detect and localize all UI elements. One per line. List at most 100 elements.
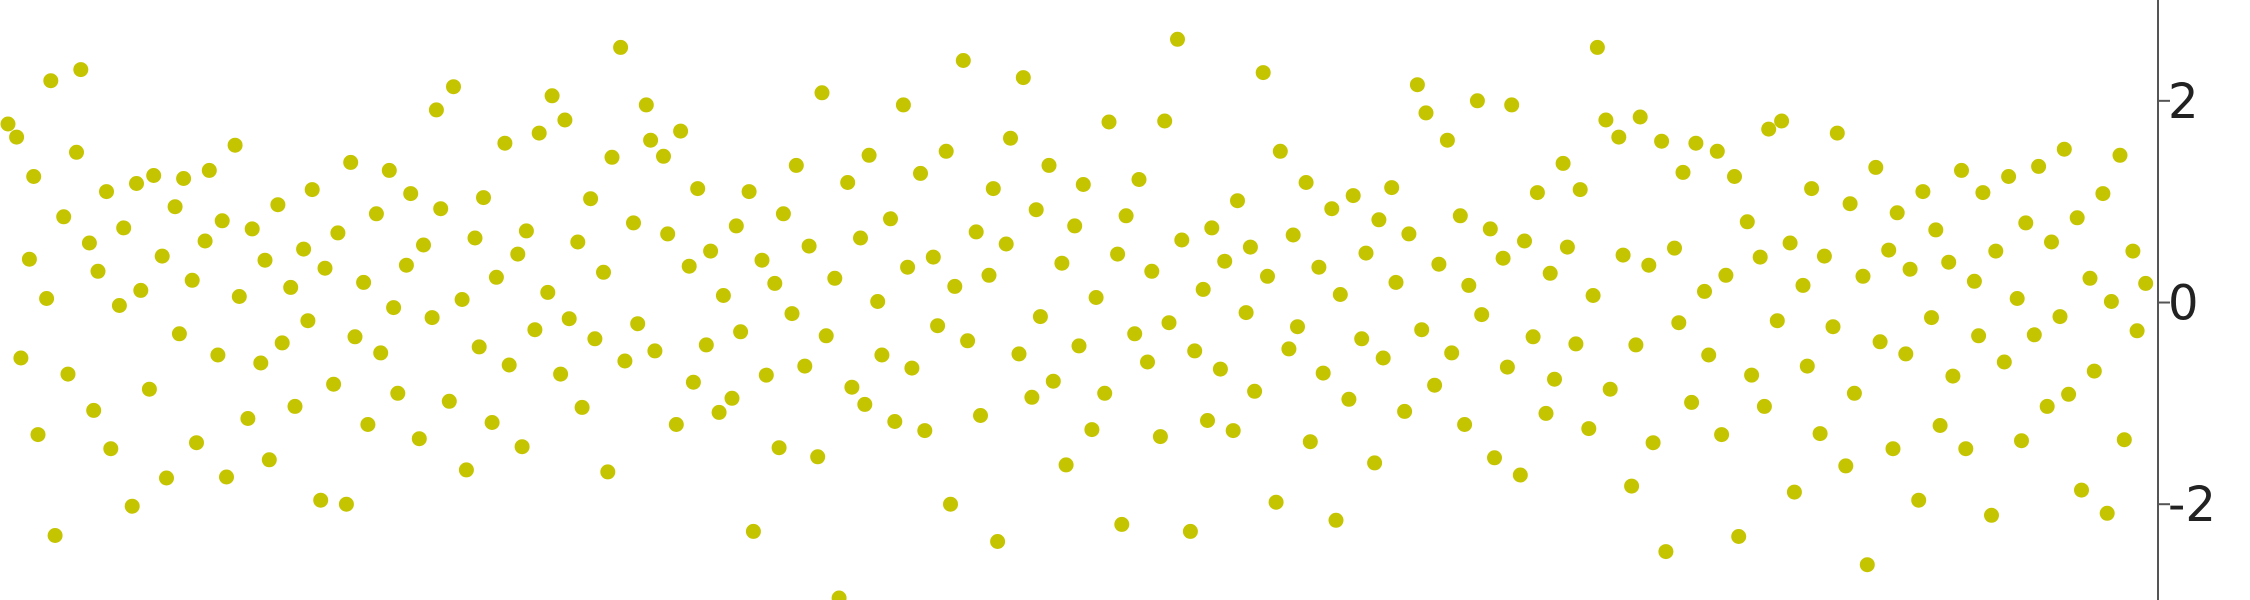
scatter-point <box>231 289 247 304</box>
scatter-point <box>1011 346 1027 362</box>
scatter-point <box>711 404 727 420</box>
scatter-point <box>1110 246 1126 262</box>
scatter-point <box>938 143 954 159</box>
scatter-point <box>895 97 911 113</box>
scatter-point <box>715 288 731 303</box>
scatter-point <box>1684 394 1700 410</box>
scatter-point <box>1161 315 1177 331</box>
scatter-point <box>2138 275 2154 291</box>
scatter-point <box>381 162 397 178</box>
scatter-point <box>1697 283 1712 299</box>
scatter-point <box>531 125 547 141</box>
scatter-point <box>1915 184 1931 200</box>
scatter-point <box>775 206 791 222</box>
scatter-point <box>557 112 573 128</box>
y-tick-label: -2 <box>2168 477 2216 533</box>
scatter-point <box>1598 112 1614 128</box>
scatter-point <box>1388 274 1404 290</box>
scatter-point <box>154 248 170 264</box>
scatter-point <box>1842 196 1858 212</box>
scatter-point <box>887 414 903 429</box>
scatter-point <box>1041 157 1057 173</box>
scatter-point <box>703 243 719 259</box>
scatter-point <box>947 278 963 294</box>
scatter-point <box>1555 155 1571 171</box>
scatter-point <box>1641 257 1657 273</box>
scatter-point <box>626 215 641 231</box>
scatter-point <box>1341 391 1357 407</box>
scatter-point <box>1499 359 1515 375</box>
scatter-point <box>484 415 500 430</box>
scatter-point <box>1418 105 1434 121</box>
scatter-point <box>754 252 770 268</box>
scatter-point <box>1984 507 1999 523</box>
scatter-point <box>1324 201 1340 217</box>
scatter-point <box>488 269 504 285</box>
scatter-point <box>2116 432 2132 448</box>
scatter-point <box>1872 334 1888 350</box>
scatter-point <box>1868 159 1884 175</box>
scatter-point <box>90 263 106 279</box>
scatter-point <box>1825 319 1841 335</box>
scatter-point <box>1996 354 2012 370</box>
scatter-point <box>39 291 55 306</box>
scatter-point <box>1054 255 1070 271</box>
scatter-point <box>1885 441 1901 457</box>
scatter-point <box>973 408 988 423</box>
scatter-point <box>270 197 286 213</box>
scatter-point <box>1015 70 1031 86</box>
scatter-point <box>1752 249 1768 265</box>
scatter-point <box>1281 341 1297 357</box>
scatter-point <box>998 236 1014 252</box>
scatter-point <box>870 294 886 309</box>
scatter-point <box>917 423 933 439</box>
scatter-point <box>26 169 42 184</box>
scatter-point <box>1144 263 1160 279</box>
scatter-point <box>1187 343 1203 359</box>
scatter-point <box>441 393 457 409</box>
scatter-point <box>13 350 29 366</box>
scatter-point <box>1170 31 1185 47</box>
scatter-point <box>1217 253 1233 269</box>
scatter-point <box>587 331 603 347</box>
scatter-point <box>1272 143 1288 159</box>
scatter-point <box>844 379 860 395</box>
scatter-point <box>1315 365 1331 381</box>
scatter-point <box>386 300 402 316</box>
scatter-point <box>985 181 1001 197</box>
scatter-point <box>1538 405 1554 421</box>
scatter-point <box>600 464 616 480</box>
scatter-point <box>454 292 470 307</box>
scatter-point <box>253 355 269 371</box>
scatter-point <box>287 398 303 414</box>
scatter-point <box>1881 242 1897 258</box>
scatter-point <box>1727 169 1742 184</box>
scatter-point <box>1924 310 1939 326</box>
scatter-point <box>56 209 72 225</box>
scatter-points <box>0 31 2154 600</box>
scatter-point <box>673 123 689 139</box>
scatter-point <box>2061 386 2077 402</box>
scatter-point <box>617 353 633 369</box>
scatter-point <box>874 347 890 363</box>
scatter-point <box>583 191 599 207</box>
scatter-point <box>1774 113 1790 129</box>
scatter-point <box>30 427 46 443</box>
scatter-point <box>1829 125 1845 141</box>
scatter-point <box>2052 309 2068 325</box>
scatter-point <box>1589 39 1605 55</box>
scatter-point <box>1645 435 1661 451</box>
scatter-point <box>1174 232 1190 248</box>
scatter-point <box>1525 329 1541 345</box>
scatter-point <box>1517 233 1532 249</box>
scatter-point <box>1688 135 1704 151</box>
scatter-point <box>21 251 37 267</box>
scatter-point <box>501 357 517 373</box>
scatter-point <box>47 528 63 543</box>
scatter-point <box>1157 113 1173 129</box>
scatter-point <box>857 396 873 412</box>
y-tick-label: 0 <box>2168 276 2199 332</box>
scatter-point <box>313 492 329 508</box>
scatter-point <box>1761 121 1777 137</box>
